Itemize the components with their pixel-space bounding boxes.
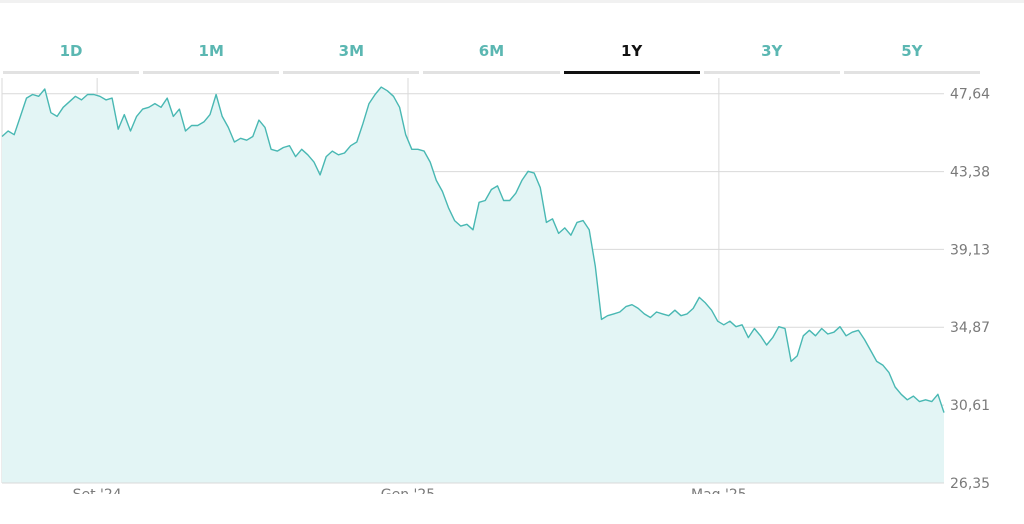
tab-underline [283, 71, 420, 74]
tab-1y[interactable]: 1Y [563, 38, 700, 74]
tab-1m[interactable]: 1M [143, 38, 280, 74]
x-tick-label: Gen '25 [381, 487, 435, 494]
tab-underline [843, 71, 980, 74]
tab-6m[interactable]: 6M [423, 38, 560, 74]
range-tabs: 1D 1M 3M 6M 1Y 3Y 5Y [3, 38, 980, 74]
series-line [1, 86, 945, 413]
tab-label: 1M [198, 42, 224, 60]
tab-underline [423, 71, 560, 74]
x-tick-label: Mag '25 [691, 487, 747, 494]
tab-3y[interactable]: 3Y [703, 38, 840, 74]
tab-label: 3M [338, 42, 365, 60]
y-tick-label: 43,38 [950, 165, 990, 181]
y-tick-label: 39,13 [950, 242, 990, 258]
tab-underline [703, 71, 840, 74]
tab-3m[interactable]: 3M [283, 38, 420, 74]
series-area [2, 87, 944, 483]
tab-5y[interactable]: 5Y [843, 38, 980, 74]
price-chart: 47,64 43,38 39,13 34,87 30,61 26,35 Set '24 Gen… [1, 78, 990, 494]
tab-label: 6M [478, 42, 505, 60]
top-divider [0, 0, 1024, 3]
tab-underline [563, 71, 700, 74]
tab-label: 1Y [620, 42, 643, 60]
y-tick-label: 34,87 [950, 320, 990, 336]
y-tick-label: 30,61 [950, 398, 990, 414]
tab-label: 1D [59, 42, 83, 60]
y-tick-label: 26,35 [950, 476, 990, 492]
tab-1d[interactable]: 1D [3, 38, 140, 74]
tab-label: 3Y [761, 42, 783, 60]
tab-label: 5Y [901, 42, 923, 60]
x-tick-label: Set '24 [73, 487, 122, 494]
tab-underline [143, 71, 280, 74]
y-tick-label: 47,64 [950, 87, 990, 103]
tab-underline [3, 71, 140, 74]
